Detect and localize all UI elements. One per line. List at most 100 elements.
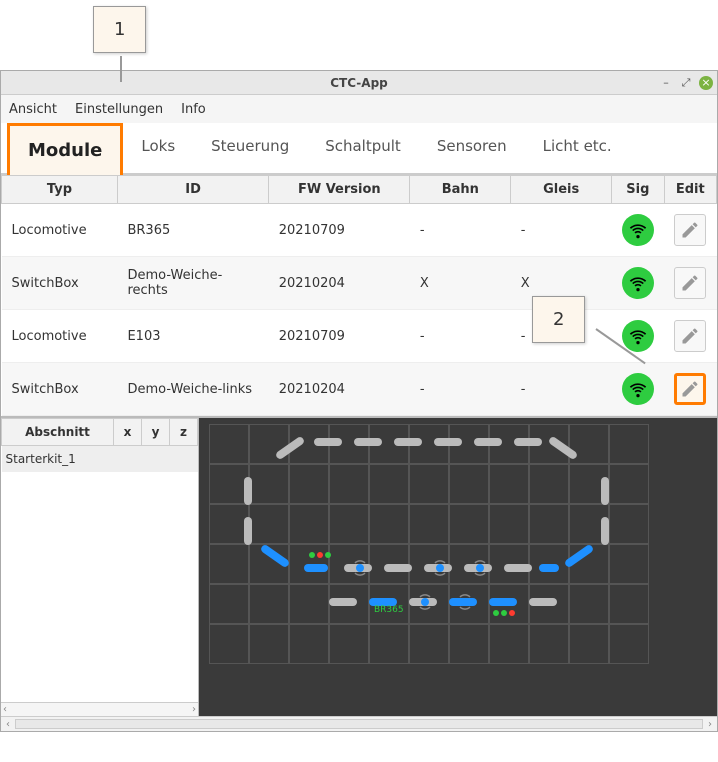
- grid-cell: [609, 464, 649, 504]
- cell-fw: 20210709: [269, 310, 410, 363]
- grid-cell: [529, 504, 569, 544]
- grid-cell: [529, 464, 569, 504]
- col-typ[interactable]: Typ: [2, 176, 118, 204]
- tab-loks[interactable]: Loks: [123, 123, 193, 173]
- cell-bahn: -: [410, 363, 511, 416]
- scroll-right-icon: ›: [703, 719, 717, 730]
- tab-sensoren[interactable]: Sensoren: [419, 123, 525, 173]
- scroll-track: [15, 719, 703, 729]
- track-segment: [304, 564, 328, 572]
- col-edit[interactable]: Edit: [664, 176, 716, 204]
- track-canvas[interactable]: BR365: [199, 418, 717, 716]
- grid-cell: [209, 424, 249, 464]
- cell-typ: SwitchBox: [2, 363, 118, 416]
- close-button[interactable]: ×: [699, 76, 713, 90]
- signal-dot: [501, 610, 507, 616]
- tab-module[interactable]: Module: [7, 123, 123, 175]
- module-table: Typ ID FW Version Bahn Gleis Sig Edit Lo…: [1, 175, 717, 416]
- sensor-icon: [457, 594, 473, 610]
- track-segment: [529, 598, 557, 606]
- col-x[interactable]: x: [114, 419, 142, 446]
- grid-cell: [249, 584, 289, 624]
- callout-1-line: [120, 56, 122, 82]
- cell-fw: 20210709: [269, 204, 410, 257]
- signal-dot: [509, 610, 515, 616]
- grid-cell: [569, 624, 609, 664]
- edit-button[interactable]: [674, 320, 706, 352]
- titlebar: CTC-App – ⤢ ×: [1, 71, 717, 95]
- window-buttons: – ⤢ ×: [659, 76, 713, 90]
- grid-cell: [209, 624, 249, 664]
- tab-steuerung[interactable]: Steuerung: [193, 123, 307, 173]
- menu-info[interactable]: Info: [181, 102, 206, 117]
- table-row[interactable]: LocomotiveE10320210709--: [2, 310, 717, 363]
- cell-id: Demo-Weiche-rechts: [117, 257, 268, 310]
- track-segment: [329, 598, 357, 606]
- col-fw[interactable]: FW Version: [269, 176, 410, 204]
- table-row[interactable]: LocomotiveBR36520210709--: [2, 204, 717, 257]
- grid-cell: [529, 624, 569, 664]
- signal-dot: [493, 610, 499, 616]
- grid-cell: [289, 624, 329, 664]
- window-hscroll[interactable]: ‹ ›: [1, 716, 717, 731]
- grid-cell: [369, 464, 409, 504]
- menu-ansicht[interactable]: Ansicht: [9, 102, 57, 117]
- grid-cell: [209, 504, 249, 544]
- table-row[interactable]: SwitchBoxDemo-Weiche-rechts20210204XX: [2, 257, 717, 310]
- track-segment: [244, 477, 252, 505]
- sections-hscroll[interactable]: ‹ ›: [1, 702, 198, 716]
- maximize-button[interactable]: ⤢: [679, 76, 693, 90]
- sensor-icon: [352, 560, 368, 576]
- cell-bahn: -: [410, 204, 511, 257]
- track-segment: [394, 438, 422, 446]
- col-id[interactable]: ID: [117, 176, 268, 204]
- section-name: Starterkit_1: [2, 446, 114, 473]
- app-window: CTC-App – ⤢ × Ansicht Einstellungen Info…: [0, 70, 718, 732]
- grid-cell: [329, 464, 369, 504]
- wifi-icon: [622, 373, 654, 405]
- section-row[interactable]: Starterkit_1: [2, 446, 198, 473]
- track-segment: [384, 564, 412, 572]
- section-y: [142, 446, 170, 473]
- track-segment: [244, 517, 252, 545]
- minimize-button[interactable]: –: [659, 76, 673, 90]
- tab-schaltpult[interactable]: Schaltpult: [307, 123, 419, 173]
- edit-button[interactable]: [674, 214, 706, 246]
- tab-licht[interactable]: Licht etc.: [525, 123, 630, 173]
- grid-cell: [489, 464, 529, 504]
- cell-typ: Locomotive: [2, 310, 118, 363]
- section-z: [170, 446, 198, 473]
- sensor-icon: [432, 560, 448, 576]
- grid-cell: [249, 424, 289, 464]
- col-gleis[interactable]: Gleis: [511, 176, 612, 204]
- signal-dot: [317, 552, 323, 558]
- col-bahn[interactable]: Bahn: [410, 176, 511, 204]
- grid-cell: [409, 464, 449, 504]
- cell-id: Demo-Weiche-links: [117, 363, 268, 416]
- track-segment: [314, 438, 342, 446]
- table-row[interactable]: SwitchBoxDemo-Weiche-links20210204--: [2, 363, 717, 416]
- col-y[interactable]: y: [142, 419, 170, 446]
- grid-cell: [329, 624, 369, 664]
- sensor-icon: [417, 594, 433, 610]
- sections-table: Abschnitt x y z Starterkit_1: [1, 418, 198, 472]
- scroll-left-icon: ‹: [3, 704, 7, 715]
- scroll-right-icon: ›: [192, 704, 196, 715]
- sections-pane: Abschnitt x y z Starterkit_1 ‹ ›: [1, 418, 199, 716]
- scroll-left-icon: ‹: [1, 719, 15, 730]
- cell-typ: Locomotive: [2, 204, 118, 257]
- grid-cell: [369, 504, 409, 544]
- signal-dot: [309, 552, 315, 558]
- signal-dot: [325, 552, 331, 558]
- grid-cell: [369, 624, 409, 664]
- col-z[interactable]: z: [170, 419, 198, 446]
- sensor-icon: [472, 560, 488, 576]
- menu-einstellungen[interactable]: Einstellungen: [75, 102, 163, 117]
- edit-button[interactable]: [674, 373, 706, 405]
- col-abschnitt[interactable]: Abschnitt: [2, 419, 114, 446]
- track-segment: [434, 438, 462, 446]
- edit-button[interactable]: [674, 267, 706, 299]
- grid-cell: [489, 504, 529, 544]
- cell-gleis: -: [511, 204, 612, 257]
- col-sig[interactable]: Sig: [612, 176, 664, 204]
